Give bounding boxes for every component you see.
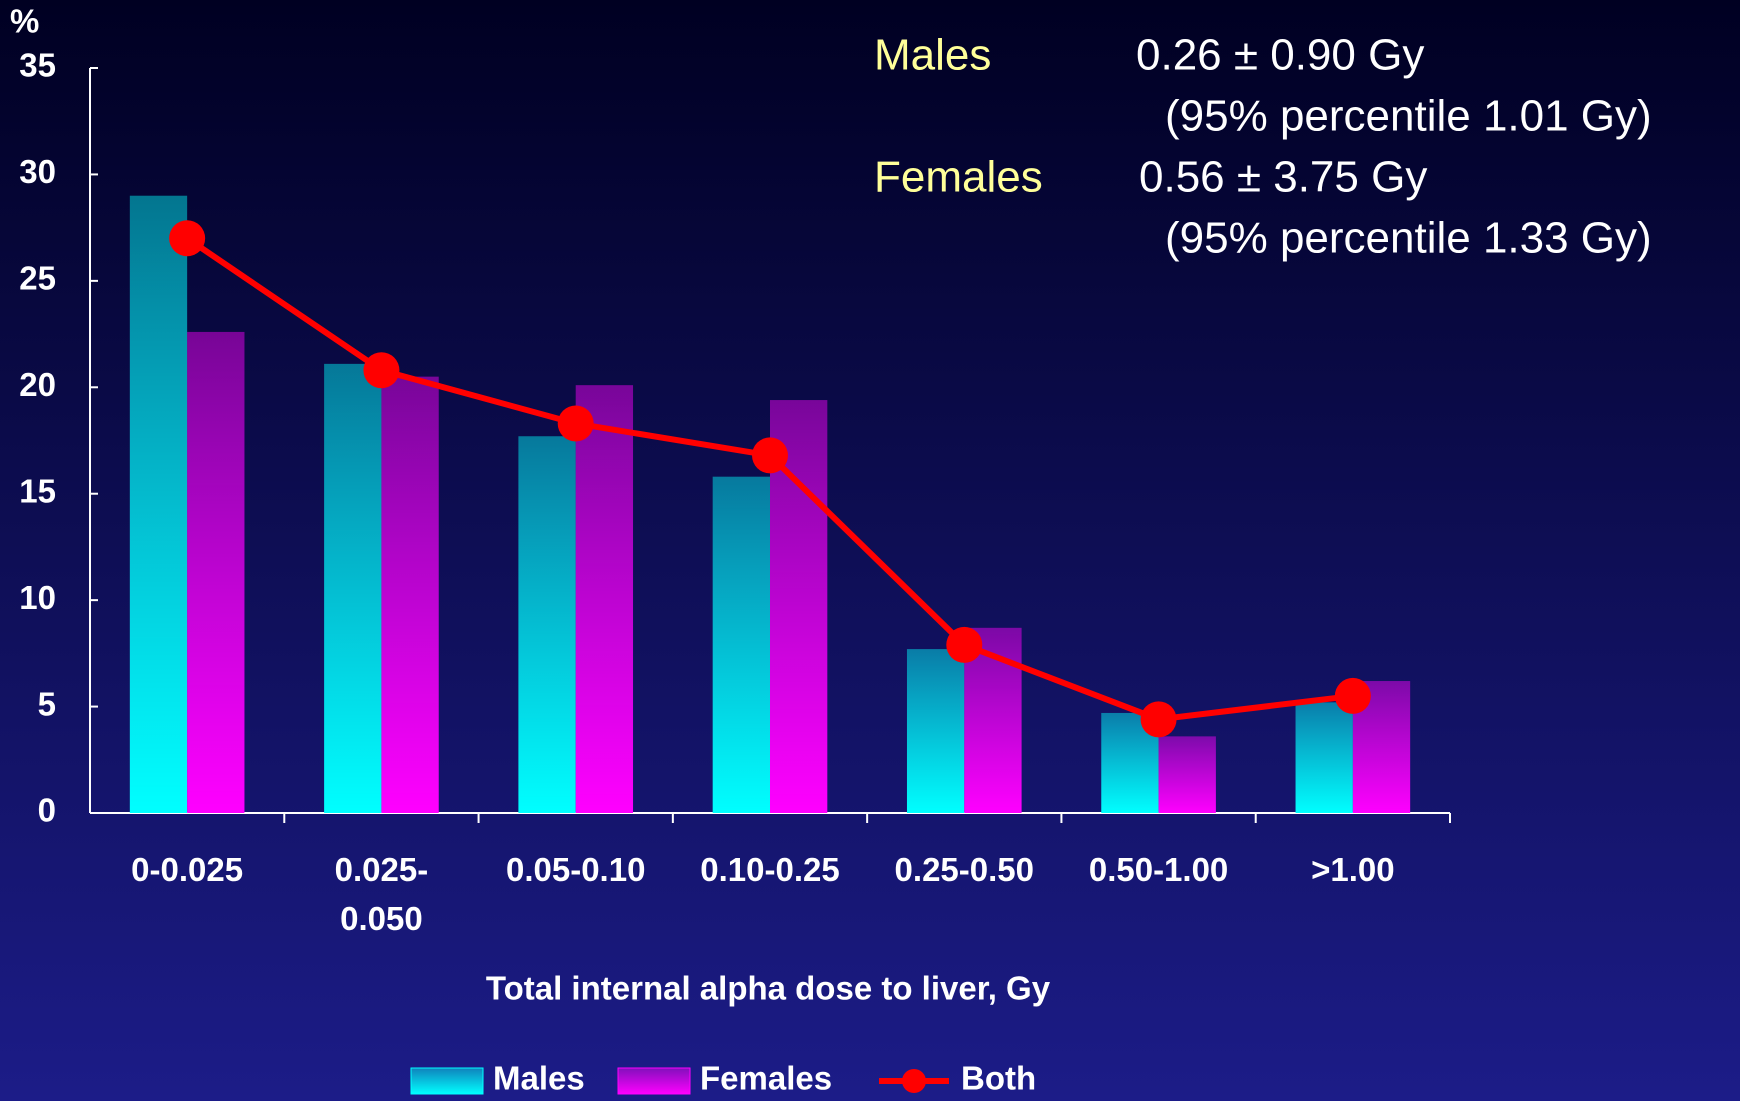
marker (363, 352, 400, 389)
annotation-label: Males (874, 31, 991, 80)
x-tick-label: 0.50-1.00 (1089, 851, 1228, 888)
y-tick-label: 10 (19, 579, 56, 616)
legend-marker (902, 1069, 926, 1093)
annotation-value: 0.26 ± 0.90 Gy (1136, 31, 1424, 80)
marker (1334, 677, 1371, 714)
y-tick-label: 5 (38, 685, 56, 722)
y-tick-label: 20 (19, 366, 56, 403)
bar (575, 385, 634, 813)
bar (381, 376, 439, 813)
marker (1140, 701, 1177, 738)
legend-swatch (617, 1067, 691, 1095)
x-tick-label: 0.05-0.10 (506, 851, 645, 888)
annotation-note: (95% percentile 1.33 Gy) (1165, 214, 1652, 263)
marker (752, 437, 788, 474)
legend-label: Females (700, 1060, 832, 1097)
bar (518, 436, 576, 813)
x-axis-title: Total internal alpha dose to liver, Gy (486, 970, 1051, 1007)
x-tick-label: 0.025-0.050 (335, 851, 429, 937)
x-tick-label: 0.25-0.50 (895, 851, 1034, 888)
annotation-label: Females (874, 153, 1043, 202)
marker (169, 220, 206, 257)
bar (1295, 702, 1353, 813)
y-tick-label: 30 (19, 153, 56, 190)
marker (946, 626, 983, 663)
bar (324, 363, 382, 813)
legend-label: Males (493, 1060, 585, 1097)
y-tick-label: 35 (19, 47, 56, 84)
x-tick-label: 0.10-0.25 (700, 851, 839, 888)
marker (557, 405, 594, 442)
annotation-note: (95% percentile 1.01 Gy) (1165, 92, 1652, 141)
bar (187, 331, 245, 813)
legend-swatch (410, 1067, 484, 1095)
x-tick-label: 0-0.025 (131, 851, 243, 888)
bar (1158, 736, 1216, 813)
bar (712, 476, 770, 813)
legend-label: Both (961, 1060, 1036, 1097)
y-axis-label: % (10, 3, 39, 40)
x-tick-label: >1.00 (1311, 851, 1395, 888)
y-tick-label: 25 (19, 260, 56, 297)
bar (129, 195, 188, 813)
bar (906, 649, 965, 813)
annotation-value: 0.56 ± 3.75 Gy (1139, 153, 1427, 202)
y-tick-label: 15 (19, 472, 56, 509)
y-tick-label: 0 (38, 792, 56, 829)
